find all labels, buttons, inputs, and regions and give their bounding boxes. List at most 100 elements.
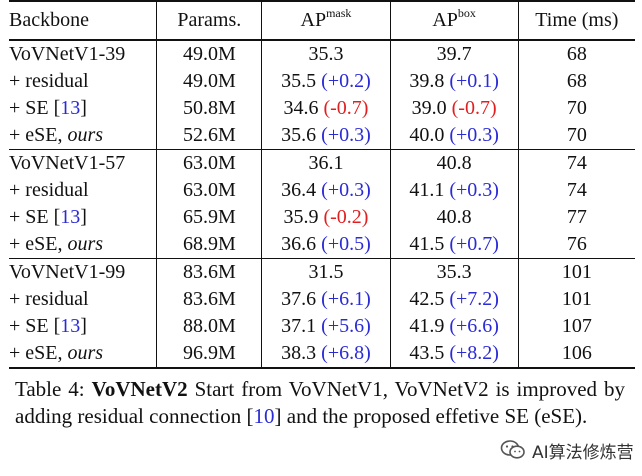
ap-box-value: 41.1 (409, 179, 445, 201)
cell-ap-mask: 38.3 (+6.8) (261, 340, 391, 369)
backbone-prefix: + eSE, (9, 233, 68, 255)
table-row: + eSE, ours 68.9M 36.6 (+0.5) 41.5 (+0.7) 76 (9, 231, 635, 259)
cell-params: 88.0M (156, 313, 262, 340)
table-row: + residual 83.6M 37.6 (+6.1) 42.5 (+7.2) 101 (9, 286, 635, 313)
backbone-prefix: + SE [ (9, 206, 61, 228)
cell-backbone: + residual (9, 288, 89, 310)
cell-ap-box: 39.7 (389, 40, 519, 68)
cell-time: 107 (517, 313, 635, 340)
ap-mask-value: 31.5 (308, 261, 344, 283)
cell-ap-box: 39.0 (-0.7) (389, 95, 519, 122)
ap-box-value: 42.5 (409, 288, 445, 310)
ap-mask-value: 37.6 (281, 288, 317, 310)
ap-box-value: 43.5 (409, 342, 445, 364)
cell-time: 74 (517, 149, 635, 177)
table-caption: Table 4: VoVNetV2 Start from VoVNetV1, V… (15, 376, 625, 430)
ap-mask-value: 35.9 (283, 206, 319, 228)
ap-mask-value: 34.6 (283, 97, 319, 119)
cell-ap-box: 40.0 (+0.3) (389, 122, 519, 150)
table-row: + eSE, ours 52.6M 35.6 (+0.3) 40.0 (+0.3) 70 (9, 122, 635, 150)
cell-ap-mask: 36.6 (+0.5) (261, 231, 391, 259)
cell-time: 77 (517, 204, 635, 231)
cell-backbone: + eSE, ours (9, 231, 157, 259)
table-row: + SE [13] 65.9M 35.9 (-0.2) 40.8 77 (9, 204, 635, 231)
backbone-suffix: ] (80, 206, 87, 228)
cell-params: 50.8M (156, 95, 262, 122)
cell-ap-box: 40.8 (389, 204, 519, 231)
cell-ap-mask: 31.5 (261, 258, 391, 286)
caption-bold-title: VoVNetV2 (91, 377, 188, 401)
table-row: + eSE, ours 96.9M 38.3 (+6.8) 43.5 (+8.2) 10… (9, 340, 635, 369)
backbone-italic: ours (67, 342, 104, 364)
cell-backbone: + residual (9, 179, 89, 201)
ap-box-value: 39.7 (436, 43, 472, 65)
ap-mask-value: 36.1 (308, 152, 344, 174)
cell-ap-box: 41.9 (+6.6) (389, 313, 519, 340)
table-row: VoVNetV1-99 83.6M 31.5 35.3 101 (9, 258, 635, 286)
cell-params: 49.0M (156, 40, 262, 68)
ap-mask-value: 35.6 (281, 124, 317, 146)
cell-time: 68 (517, 68, 635, 95)
cell-params: 83.6M (156, 286, 262, 313)
results-table: Backbone Params. APmask APbox Time (ms) … (9, 0, 635, 369)
backbone-prefix: + eSE, (9, 342, 68, 364)
ap-box-superscript: box (457, 6, 476, 20)
cell-params: 52.6M (156, 122, 262, 150)
cell-ap-mask: 35.5 (+0.2) (261, 68, 391, 95)
table-row: VoVNetV1-39 49.0M 35.3 39.7 68 (9, 40, 635, 68)
ap-mask-value: 35.3 (308, 43, 344, 65)
cell-params: 65.9M (156, 204, 262, 231)
cell-backbone: VoVNetV1-39 (9, 43, 126, 65)
ap-mask-delta: (-0.7) (323, 97, 369, 119)
ap-box-delta: (+0.7) (449, 233, 499, 255)
cell-params: 63.0M (156, 177, 262, 204)
header-ap-box: APbox (389, 0, 519, 41)
backbone-prefix: + SE [ (9, 97, 61, 119)
backbone-suffix: ] (80, 97, 87, 119)
ap-box-delta: (+8.2) (449, 342, 499, 364)
cell-ap-mask: 36.1 (261, 149, 391, 177)
caption-text-2: ] and the proposed effetive SE (eSE). (274, 404, 588, 428)
cell-ap-mask: 37.1 (+5.6) (261, 313, 391, 340)
ap-box-value: 40.8 (436, 206, 472, 228)
ap-box-value: 40.0 (409, 124, 445, 146)
ap-box-base: AP (432, 9, 458, 31)
cell-time: 70 (517, 122, 635, 150)
cell-params: 49.0M (156, 68, 262, 95)
caption-text-1: Start from VoVNetV1, VoVNetV2 is improve… (15, 377, 625, 428)
header-params: Params. (156, 0, 262, 41)
reference-link[interactable]: 13 (60, 206, 81, 228)
ap-mask-value: 36.4 (281, 179, 317, 201)
ap-box-delta: (+0.1) (449, 70, 499, 92)
ap-mask-delta: (+5.6) (321, 315, 371, 337)
cell-ap-mask: 35.6 (+0.3) (261, 122, 391, 150)
cell-ap-mask: 36.4 (+0.3) (261, 177, 391, 204)
cell-ap-box: 41.5 (+0.7) (389, 231, 519, 259)
cell-ap-mask: 35.3 (261, 40, 391, 68)
cell-time: 101 (517, 258, 635, 286)
cell-params: 96.9M (156, 340, 262, 369)
cell-backbone: VoVNetV1-99 (9, 261, 126, 283)
cell-ap-box: 39.8 (+0.1) (389, 68, 519, 95)
caption-reference-link[interactable]: 10 (253, 404, 275, 428)
ap-box-delta: (+6.6) (449, 315, 499, 337)
table-row: + residual 49.0M 35.5 (+0.2) 39.8 (+0.1) 68 (9, 68, 635, 95)
table-row: + residual 63.0M 36.4 (+0.3) 41.1 (+0.3) 74 (9, 177, 635, 204)
ap-mask-superscript: mask (326, 6, 352, 20)
cell-time: 74 (517, 177, 635, 204)
cell-ap-mask: 34.6 (-0.7) (261, 95, 391, 122)
cell-ap-box: 42.5 (+7.2) (389, 286, 519, 313)
cell-ap-mask: 35.9 (-0.2) (261, 204, 391, 231)
ap-mask-delta: (+0.3) (321, 179, 371, 201)
reference-link[interactable]: 13 (60, 315, 81, 337)
ap-box-delta: (+0.3) (449, 179, 499, 201)
ap-box-value: 35.3 (436, 261, 472, 283)
ap-mask-delta: (+0.3) (321, 124, 371, 146)
table-body: VoVNetV1-39 49.0M 35.3 39.7 68 + residual 49.0… (9, 40, 635, 369)
reference-link[interactable]: 13 (60, 97, 81, 119)
ap-box-delta: (-0.7) (451, 97, 497, 119)
ap-mask-value: 35.5 (281, 70, 317, 92)
header-time: Time (ms) (517, 0, 635, 41)
cell-ap-box: 41.1 (+0.3) (389, 177, 519, 204)
ap-mask-base: AP (300, 9, 327, 31)
